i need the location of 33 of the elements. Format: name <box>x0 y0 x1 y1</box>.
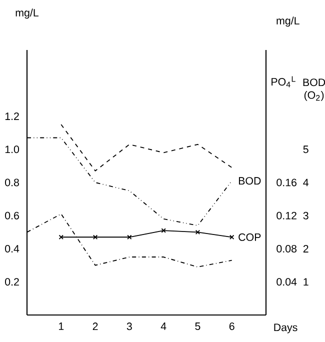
x-axis-title: Days <box>274 324 298 334</box>
y2-tick-label: 0.08 <box>276 244 296 253</box>
y2-tick-label: 0.04 <box>276 278 297 286</box>
x-tick-label: 6 <box>229 322 234 330</box>
x-tick-label: 4 <box>160 322 166 330</box>
y3-tick-label: 3 <box>303 212 308 220</box>
y-tick-label: 0.4 <box>5 244 20 253</box>
x-tick-label: 3 <box>126 322 132 330</box>
y-tick-label: 1.0 <box>5 146 20 154</box>
point <box>195 230 200 235</box>
y3-tick-label: 5 <box>303 146 308 154</box>
point <box>127 234 132 240</box>
series-label: COP <box>238 233 261 241</box>
series-label: BOD <box>238 177 261 185</box>
y-axis-title: mg/L <box>16 8 39 19</box>
y2-axis-title: PO$_{4}$L <box>272 76 296 88</box>
line-series <box>60 124 232 172</box>
text: mg/L <box>276 16 300 27</box>
y3-axis-title: BOD (O$_{2}$) <box>303 78 325 101</box>
y-tick-label: 0.2 <box>5 278 19 286</box>
x-tick-label: 5 <box>195 322 200 330</box>
y2-tick-label: 0.12 <box>276 212 296 220</box>
y2-tick-label: 0.16 <box>276 178 296 186</box>
x-tick-label: 1 <box>58 322 64 330</box>
point <box>92 234 98 240</box>
y-tick-label: 1.2 <box>5 112 19 120</box>
y-tick-label: 0.6 <box>5 212 19 220</box>
x-tick-label: 2 <box>92 322 98 330</box>
point <box>161 228 166 233</box>
y3-tick-label: 1 <box>304 278 308 286</box>
y3-tick-label: 2 <box>303 245 308 252</box>
y-tick-label: 0.8 <box>5 178 19 186</box>
y3-tick-label: 4 <box>303 178 309 186</box>
